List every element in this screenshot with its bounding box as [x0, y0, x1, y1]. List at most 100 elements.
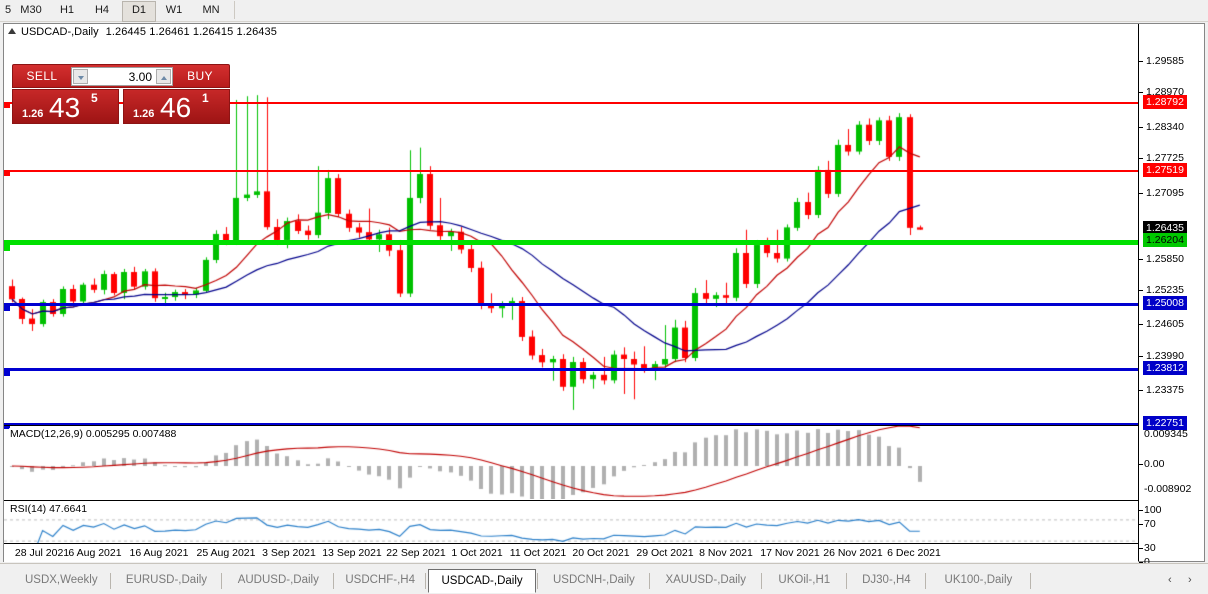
- chart-tab-usdcnhdaily[interactable]: USDCNH-,Daily: [553, 574, 635, 586]
- level-line-handle[interactable]: [4, 369, 10, 376]
- level-line-handle[interactable]: [4, 304, 10, 311]
- tab-scroll-next-button[interactable]: ›: [1188, 574, 1192, 586]
- sell-price-big: 43: [49, 92, 81, 123]
- price-tick-label: 1.28340: [1146, 121, 1184, 133]
- level-line-handle[interactable]: [4, 244, 10, 251]
- tab-separator: [537, 573, 538, 589]
- chart-tab-usdxweekly[interactable]: USDX,Weekly: [24, 574, 98, 586]
- price-marker-blue[interactable]: 1.22751: [1143, 416, 1187, 430]
- rsi-tick: [1139, 562, 1143, 563]
- buy-price-box[interactable]: 1.26 46 1: [123, 89, 230, 124]
- timeframe-d1[interactable]: D1: [122, 1, 156, 22]
- macd-pane[interactable]: MACD(12,26,9) 0.005295 0.007488: [4, 425, 1138, 499]
- macd-scale-label: 0.00: [1144, 458, 1165, 470]
- rsi-scale-label: 0: [1144, 556, 1150, 568]
- date-axis-label: 29 Oct 2021: [636, 547, 694, 559]
- price-tick: [1139, 290, 1143, 291]
- chart-tab-audusddaily[interactable]: AUDUSD-,Daily: [237, 574, 319, 586]
- sell-price-box[interactable]: 1.26 43 5: [12, 89, 119, 124]
- volume-stepper[interactable]: 3.00: [71, 67, 173, 86]
- date-axis-label: 13 Sep 2021: [322, 547, 382, 559]
- sell-price-fraction: 5: [91, 91, 98, 105]
- date-axis-label: 20 Oct 2021: [572, 547, 630, 559]
- level-line[interactable]: [4, 303, 1138, 311]
- price-tick: [1139, 61, 1143, 62]
- level-line[interactable]: [4, 240, 1138, 251]
- price-marker-bid[interactable]: 1.26435: [1143, 221, 1187, 235]
- level-line[interactable]: [4, 170, 1138, 176]
- timeframe-5[interactable]: 5: [4, 4, 12, 16]
- tab-separator: [1030, 573, 1031, 589]
- tab-separator: [760, 573, 762, 589]
- price-marker-red[interactable]: 1.28792: [1143, 95, 1187, 109]
- price-scale[interactable]: 1.29585 1.28970 1.28340 1.27725 1.27095 1.258…: [1138, 24, 1204, 568]
- timeframe-mn[interactable]: MN: [202, 4, 220, 16]
- price-tick: [1139, 158, 1143, 159]
- chart-tab-dj30h4[interactable]: DJ30-,H4: [862, 574, 911, 586]
- chart-tab-ukoilh1[interactable]: UKOil-,H1: [778, 574, 831, 586]
- sell-button[interactable]: SELL: [26, 69, 58, 83]
- level-line-handle[interactable]: [4, 170, 10, 176]
- level-line[interactable]: [4, 102, 1138, 108]
- price-marker-green[interactable]: 1.26204: [1143, 233, 1187, 247]
- macd-scale-label: -0.008902: [1144, 483, 1192, 495]
- tab-separator: [924, 573, 926, 589]
- timeframe-w1[interactable]: W1: [165, 4, 183, 16]
- date-axis-label: 16 Aug 2021: [129, 547, 189, 559]
- date-axis: 28 Jul 2021 6 Aug 2021 16 Aug 2021 25 Aug 2…: [4, 543, 1138, 562]
- toolbar-separator: [234, 1, 235, 19]
- chart-tab-usdchfh4[interactable]: USDCHF-,H4: [345, 574, 415, 586]
- price-marker-red[interactable]: 1.27519: [1143, 163, 1187, 177]
- volume-decrement-button[interactable]: [73, 69, 88, 84]
- macd-canvas: [4, 426, 1138, 499]
- timeframe-h1[interactable]: H1: [59, 4, 75, 16]
- date-axis-label: 26 Nov 2021: [823, 547, 883, 559]
- date-axis-label: 17 Nov 2021: [760, 547, 820, 559]
- buy-price-big: 46: [160, 92, 192, 123]
- rsi-tick: [1139, 510, 1143, 511]
- chart-tab-eurusddaily[interactable]: EURUSD-,Daily: [125, 574, 208, 586]
- date-axis-label: 6 Aug 2021: [68, 547, 122, 559]
- level-line[interactable]: [4, 368, 1138, 376]
- date-axis-label: 22 Sep 2021: [386, 547, 446, 559]
- chart-tab-bar[interactable]: USDX,Weekly EURUSD-,Daily AUDUSD-,Daily USD…: [0, 563, 1208, 594]
- octp-toolbar: SELL 3.00 BUY: [12, 64, 230, 88]
- buy-price-fraction: 1: [202, 91, 209, 105]
- price-tick-label: 1.23375: [1146, 384, 1184, 396]
- rsi-scale-label: 30: [1144, 542, 1156, 554]
- sell-price-prefix: 1.26: [22, 108, 44, 120]
- macd-tick: [1139, 464, 1143, 465]
- rsi-label: RSI(14) 47.6641: [9, 503, 89, 515]
- timeframe-toolbar: 5 M30 H1 H4 D1 W1 MN: [0, 0, 1208, 22]
- rsi-tick: [1139, 548, 1143, 549]
- date-axis-label: 11 Oct 2021: [509, 547, 567, 559]
- macd-label: MACD(12,26,9) 0.005295 0.007488: [9, 428, 178, 440]
- volume-increment-button[interactable]: [156, 69, 171, 84]
- tab-scroll-prev-button[interactable]: ‹: [1168, 574, 1172, 586]
- price-marker-blue[interactable]: 1.25008: [1143, 296, 1187, 310]
- price-marker-blue[interactable]: 1.23812: [1143, 361, 1187, 375]
- date-axis-label: 28 Jul 2021: [14, 547, 70, 559]
- price-tick-label: 1.27725: [1146, 152, 1184, 164]
- one-click-trading-panel[interactable]: SELL 3.00 BUY 1.26 43 5 1.26 46 1: [12, 64, 230, 124]
- tab-separator: [648, 573, 650, 589]
- tab-separator: [425, 573, 427, 589]
- date-axis-label: 1 Oct 2021: [451, 547, 503, 559]
- chart-tab-usdcaddaily[interactable]: USDCAD-,Daily: [428, 569, 536, 593]
- timeframe-m30[interactable]: M30: [20, 4, 42, 16]
- tab-separator: [333, 573, 335, 589]
- date-axis-label: 25 Aug 2021: [196, 547, 256, 559]
- price-tick-label: 1.27095: [1146, 187, 1184, 199]
- price-tick-label: 1.24605: [1146, 318, 1184, 330]
- buy-price-prefix: 1.26: [133, 108, 155, 120]
- macd-scale-label: 0.009345: [1144, 428, 1188, 440]
- timeframe-h4[interactable]: H4: [94, 4, 110, 16]
- level-line-handle[interactable]: [4, 102, 10, 108]
- chart-tab-xauusddaily[interactable]: XAUUSD-,Daily: [665, 574, 746, 586]
- price-tick-label: 1.25850: [1146, 253, 1184, 265]
- buy-button[interactable]: BUY: [187, 69, 213, 83]
- volume-value[interactable]: 3.00: [128, 70, 152, 84]
- chart-tab-uk100daily[interactable]: UK100-,Daily: [944, 574, 1013, 586]
